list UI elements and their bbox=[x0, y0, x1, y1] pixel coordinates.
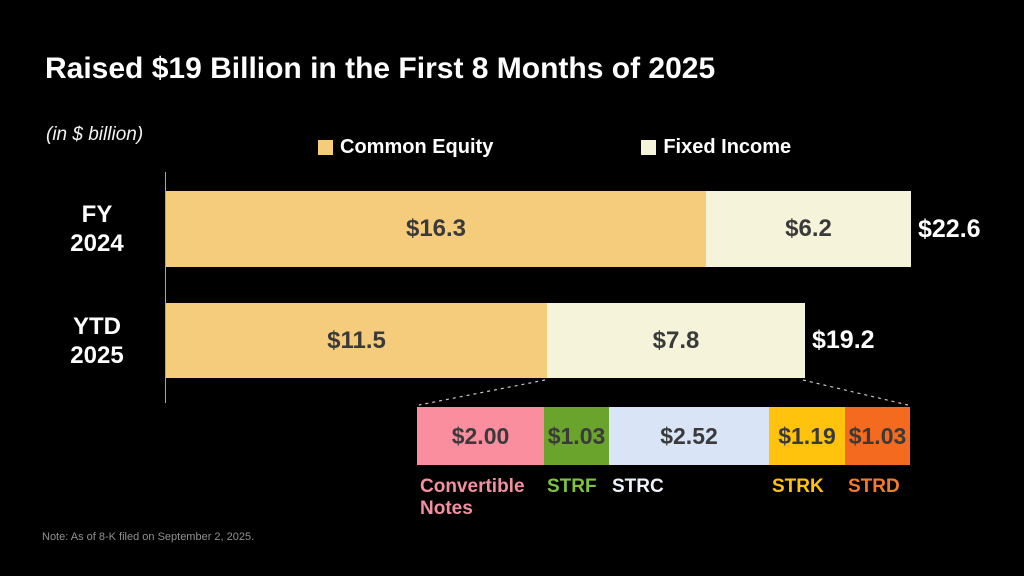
ytd2025-fixed-income-value: $7.8 bbox=[652, 326, 700, 354]
breakdown-labels-row: Convertible Notes STRF STRC STRK STRD bbox=[417, 476, 910, 520]
ytd2025-common-equity-value: $11.5 bbox=[327, 326, 386, 354]
category-label-ytd2025-line2: 2025 bbox=[70, 341, 124, 369]
strk-value: $1.19 bbox=[778, 422, 836, 449]
chart-legend: Common Equity Fixed Income bbox=[318, 136, 791, 159]
breakdown-segment-strk: $1.19 bbox=[769, 407, 845, 465]
label-convertible-notes: Convertible Notes bbox=[420, 476, 525, 519]
fixed-income-swatch-icon bbox=[641, 140, 657, 155]
label-strk: STRK bbox=[772, 476, 824, 497]
fy2024-common-equity-segment: $16.3 bbox=[166, 191, 706, 267]
breakdown-segment-strf: $1.03 bbox=[544, 407, 609, 465]
label-strf: STRF bbox=[547, 476, 597, 497]
ytd2025-fixed-income-segment: $7.8 bbox=[547, 303, 805, 378]
common-equity-swatch-icon bbox=[318, 140, 333, 155]
category-label-fy2024-line2: 2024 bbox=[70, 230, 124, 257]
label-strd: STRD bbox=[848, 476, 900, 497]
breakdown-segment-strc: $2.52 bbox=[609, 407, 769, 465]
category-label-fy2024-line1: FY bbox=[81, 201, 113, 228]
fy2024-fixed-income-segment: $6.2 bbox=[706, 191, 911, 267]
strd-value: $1.03 bbox=[848, 422, 907, 449]
footnote: Note: As of 8-K filed on September 2, 20… bbox=[42, 531, 255, 543]
legend-item-fixed-income: Fixed Income bbox=[641, 136, 791, 159]
ytd2025-total-label: $19.2 bbox=[812, 326, 875, 354]
fy2024-fixed-income-value: $6.2 bbox=[785, 215, 832, 242]
breakdown-segment-convertible-notes: $2.00 bbox=[417, 407, 544, 465]
bar-ytd2025: $11.5 $7.8 $19.2 bbox=[166, 303, 875, 378]
ytd2025-common-equity-segment: $11.5 bbox=[166, 303, 547, 378]
breakdown-segment-strd: $1.03 bbox=[845, 407, 910, 465]
fy2024-common-equity-value: $16.3 bbox=[405, 215, 467, 242]
category-label-ytd2025: YTD 2025 bbox=[40, 303, 154, 378]
fixed-income-breakdown-bar: $2.00 $1.03 $2.52 $1.19 $1.03 bbox=[417, 407, 910, 465]
category-label-fy2024: FY 2024 bbox=[40, 191, 154, 267]
legend-label-common-equity: Common Equity bbox=[340, 136, 494, 158]
fy2024-total-label: $22.6 bbox=[918, 214, 981, 243]
y-axis-line bbox=[165, 172, 166, 403]
strc-value: $2.52 bbox=[660, 422, 718, 449]
convertible-notes-value: $2.00 bbox=[451, 422, 510, 449]
legend-label-fixed-income: Fixed Income bbox=[663, 136, 792, 158]
unit-label: (in $ billion) bbox=[46, 124, 144, 145]
category-label-ytd2025-line1: YTD bbox=[73, 312, 121, 340]
strf-value: $1.03 bbox=[547, 422, 606, 449]
label-strc: STRC bbox=[612, 476, 664, 497]
bar-fy2024: $16.3 $6.2 $22.6 bbox=[166, 191, 981, 267]
legend-item-common-equity: Common Equity bbox=[318, 136, 493, 159]
page-title: Raised $19 Billion in the First 8 Months… bbox=[45, 52, 716, 86]
